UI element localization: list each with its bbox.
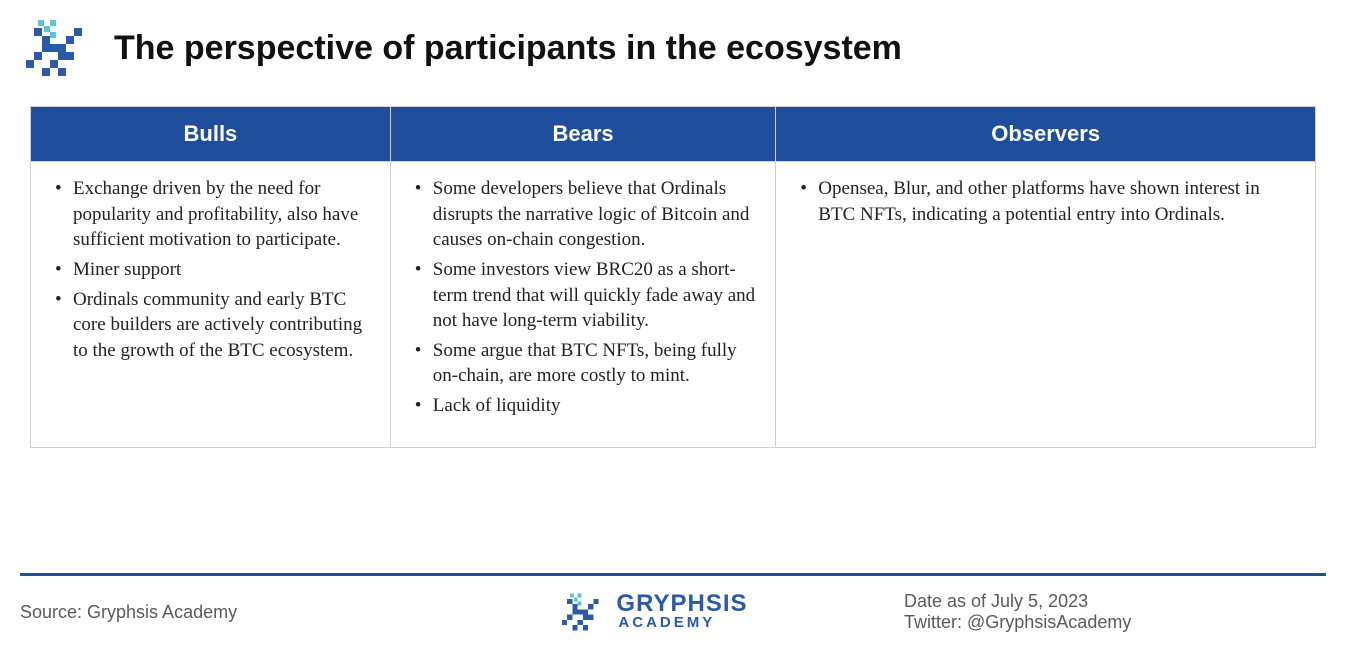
brand-name: GRYPHSIS bbox=[616, 593, 747, 616]
list-item: Some developers believe that Ordinals di… bbox=[415, 176, 758, 253]
footer-twitter: Twitter: @GryphsisAcademy bbox=[904, 612, 1131, 633]
brand-subtitle: ACADEMY bbox=[616, 616, 747, 630]
list-item: Exchange driven by the need for populari… bbox=[55, 176, 372, 253]
table-header-row: Bulls Bears Observers bbox=[31, 107, 1316, 162]
column-header-bears: Bears bbox=[390, 107, 776, 162]
list-item: Ordinals community and early BTC core bu… bbox=[55, 287, 372, 364]
slide-header: The perspective of participants in the e… bbox=[0, 0, 1346, 88]
gryphsis-footer-logo-icon bbox=[558, 592, 604, 632]
table-container: Bulls Bears Observers Exchange driven by… bbox=[0, 88, 1346, 448]
footer-date: Date as of July 5, 2023 bbox=[904, 591, 1088, 612]
footer-divider bbox=[20, 573, 1326, 576]
cell-bears: Some developers believe that Ordinals di… bbox=[390, 162, 776, 448]
list-item: Some argue that BTC NFTs, being fully on… bbox=[415, 338, 758, 389]
footer-meta: Date as of July 5, 2023 Twitter: @Gryphs… bbox=[864, 591, 1326, 633]
brand-text: GRYPHSIS ACADEMY bbox=[616, 593, 747, 630]
list-item: Miner support bbox=[55, 257, 372, 283]
column-header-bulls: Bulls bbox=[31, 107, 391, 162]
footer-brand: GRYPHSIS ACADEMY bbox=[442, 592, 864, 632]
column-header-observers: Observers bbox=[776, 107, 1316, 162]
page-title: The perspective of participants in the e… bbox=[114, 29, 902, 68]
slide-footer: Source: Gryphsis Academy bbox=[20, 586, 1326, 638]
source-label: Source: Gryphsis Academy bbox=[20, 602, 442, 623]
gryphsis-logo-icon bbox=[20, 18, 90, 78]
list-item: Some investors view BRC20 as a short-ter… bbox=[415, 257, 758, 334]
perspective-table: Bulls Bears Observers Exchange driven by… bbox=[30, 106, 1316, 448]
cell-observers: Opensea, Blur, and other platforms have … bbox=[776, 162, 1316, 448]
list-item: Lack of liquidity bbox=[415, 393, 758, 419]
list-item: Opensea, Blur, and other platforms have … bbox=[800, 176, 1297, 227]
table-row: Exchange driven by the need for populari… bbox=[31, 162, 1316, 448]
cell-bulls: Exchange driven by the need for populari… bbox=[31, 162, 391, 448]
